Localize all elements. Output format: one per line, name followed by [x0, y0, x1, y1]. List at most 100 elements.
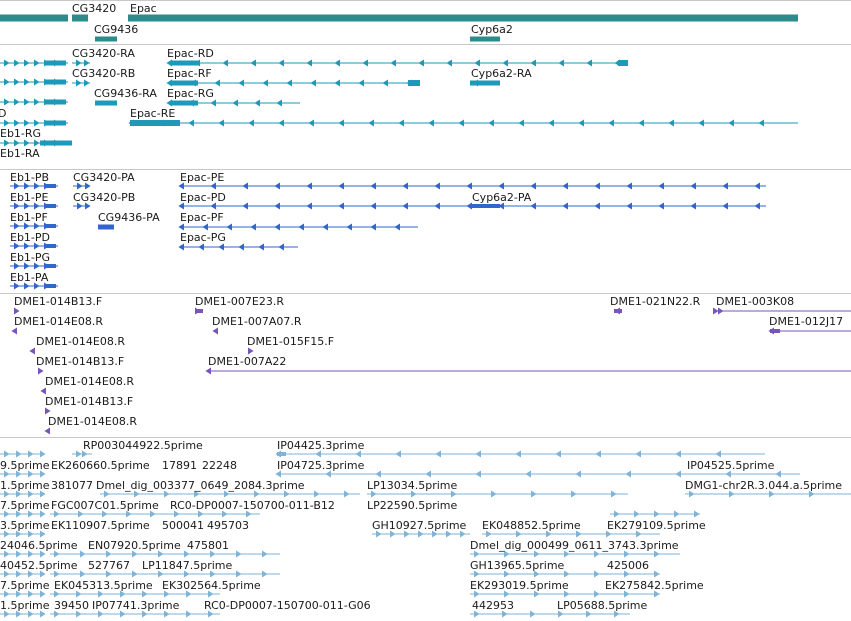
- strand-arrow[interactable]: [84, 59, 90, 67]
- strand-arrow[interactable]: [498, 182, 504, 190]
- strand-arrow[interactable]: [178, 243, 184, 251]
- feature-label[interactable]: EK048852.5prime: [482, 519, 581, 532]
- strand-arrow[interactable]: [546, 530, 552, 538]
- strand-arrow[interactable]: [418, 530, 424, 538]
- feature-label[interactable]: 381077: [51, 479, 93, 492]
- feature-block[interactable]: [470, 80, 500, 86]
- strand-arrow[interactable]: [636, 530, 642, 538]
- feature-label[interactable]: GH13965.5prime: [470, 559, 565, 572]
- strand-arrow[interactable]: [4, 510, 10, 518]
- feature-label[interactable]: DME1-015F15.F: [247, 335, 335, 348]
- strand-arrow[interactable]: [238, 243, 244, 251]
- strand-arrow[interactable]: [725, 470, 731, 478]
- strand-arrow[interactable]: [98, 590, 104, 598]
- strand-arrow[interactable]: [754, 202, 760, 210]
- strand-arrow[interactable]: [34, 98, 40, 106]
- strand-arrow[interactable]: [4, 590, 10, 598]
- strand-arrow[interactable]: [188, 119, 194, 127]
- strand-arrow[interactable]: [84, 79, 90, 87]
- strand-arrow[interactable]: [626, 202, 632, 210]
- strand-arrow[interactable]: [16, 590, 22, 598]
- strand-arrow[interactable]: [40, 530, 46, 538]
- feature-label[interactable]: 22248: [202, 459, 237, 472]
- strand-arrow[interactable]: [142, 590, 148, 598]
- strand-arrow[interactable]: [754, 182, 760, 190]
- feature-label[interactable]: Eb1-PE: [10, 191, 49, 204]
- strand-arrow[interactable]: [85, 202, 91, 210]
- strand-arrow[interactable]: [595, 450, 601, 458]
- strand-arrow[interactable]: [306, 202, 312, 210]
- feature-block[interactable]: [95, 100, 117, 106]
- strand-arrow[interactable]: [150, 510, 156, 518]
- strand-arrow[interactable]: [236, 570, 242, 578]
- feature-label[interactable]: DME1-012J17: [769, 315, 844, 328]
- strand-arrow[interactable]: [689, 490, 695, 498]
- strand-arrow[interactable]: [76, 59, 82, 67]
- strand-arrow[interactable]: [715, 450, 721, 458]
- strand-arrow[interactable]: [82, 450, 88, 458]
- strand-arrow[interactable]: [164, 490, 170, 498]
- strand-arrow[interactable]: [242, 202, 248, 210]
- strand-arrow[interactable]: [238, 79, 244, 87]
- strand-arrow[interactable]: [466, 182, 472, 190]
- strand-arrow[interactable]: [40, 387, 46, 395]
- strand-arrow[interactable]: [606, 530, 612, 538]
- strand-arrow[interactable]: [158, 570, 164, 578]
- feature-block[interactable]: [770, 329, 780, 333]
- feature-label[interactable]: Eb1-RG: [0, 127, 42, 140]
- strand-arrow[interactable]: [226, 223, 232, 231]
- feature-label[interactable]: Epac-PF: [180, 211, 224, 224]
- strand-arrow[interactable]: [624, 590, 630, 598]
- strand-arrow[interactable]: [474, 570, 480, 578]
- strand-arrow[interactable]: [248, 347, 254, 355]
- strand-arrow[interactable]: [558, 59, 564, 67]
- strand-arrow[interactable]: [626, 182, 632, 190]
- strand-arrow[interactable]: [28, 570, 34, 578]
- feature-block[interactable]: [277, 452, 286, 456]
- strand-arrow[interactable]: [314, 490, 320, 498]
- strand-arrow[interactable]: [486, 530, 492, 538]
- strand-arrow[interactable]: [475, 470, 481, 478]
- strand-arrow[interactable]: [635, 450, 641, 458]
- feature-label[interactable]: DME1-014E08.R: [45, 375, 134, 388]
- strand-arrow[interactable]: [4, 78, 10, 86]
- strand-arrow[interactable]: [411, 490, 417, 498]
- feature-label[interactable]: Dmel_dig_003377_0649_2084.3prime: [96, 479, 305, 492]
- feature-label[interactable]: Epac-RF: [167, 67, 212, 80]
- feature-label[interactable]: LP22590.5prime: [367, 499, 458, 512]
- feature-label[interactable]: LP13034.5prime: [367, 479, 458, 492]
- strand-arrow[interactable]: [126, 510, 132, 518]
- feature-label[interactable]: Eb1-PA: [10, 271, 49, 284]
- strand-arrow[interactable]: [4, 530, 10, 538]
- strand-arrow[interactable]: [106, 570, 112, 578]
- strand-arrow[interactable]: [24, 202, 30, 210]
- strand-arrow[interactable]: [80, 570, 86, 578]
- strand-arrow[interactable]: [713, 307, 719, 315]
- feature-label[interactable]: CG3420: [72, 2, 117, 15]
- strand-arrow[interactable]: [40, 550, 46, 558]
- strand-arrow[interactable]: [594, 202, 600, 210]
- strand-arrow[interactable]: [208, 610, 214, 618]
- strand-arrow[interactable]: [28, 450, 34, 458]
- strand-arrow[interactable]: [576, 530, 582, 538]
- strand-arrow[interactable]: [502, 59, 508, 67]
- strand-arrow[interactable]: [14, 262, 20, 270]
- feature-label[interactable]: 1.5prime: [0, 599, 50, 612]
- strand-arrow[interactable]: [76, 590, 82, 598]
- strand-arrow[interactable]: [718, 307, 724, 315]
- feature-block[interactable]: [472, 204, 500, 208]
- strand-arrow[interactable]: [562, 182, 568, 190]
- feature-label[interactable]: DME1-003K08: [716, 295, 795, 308]
- strand-arrow[interactable]: [690, 202, 696, 210]
- strand-arrow[interactable]: [474, 59, 480, 67]
- feature-block[interactable]: [44, 204, 56, 208]
- feature-label[interactable]: 1.5prime: [0, 479, 50, 492]
- feature-block[interactable]: [44, 264, 56, 268]
- feature-label[interactable]: DME1-007A22: [208, 355, 287, 368]
- strand-arrow[interactable]: [40, 610, 46, 618]
- feature-label[interactable]: D: [0, 107, 7, 120]
- strand-arrow[interactable]: [491, 490, 497, 498]
- strand-arrow[interactable]: [24, 139, 30, 147]
- feature-label[interactable]: RC0-DP0007-150700-011-B12: [170, 499, 335, 512]
- feature-block[interactable]: [170, 60, 198, 66]
